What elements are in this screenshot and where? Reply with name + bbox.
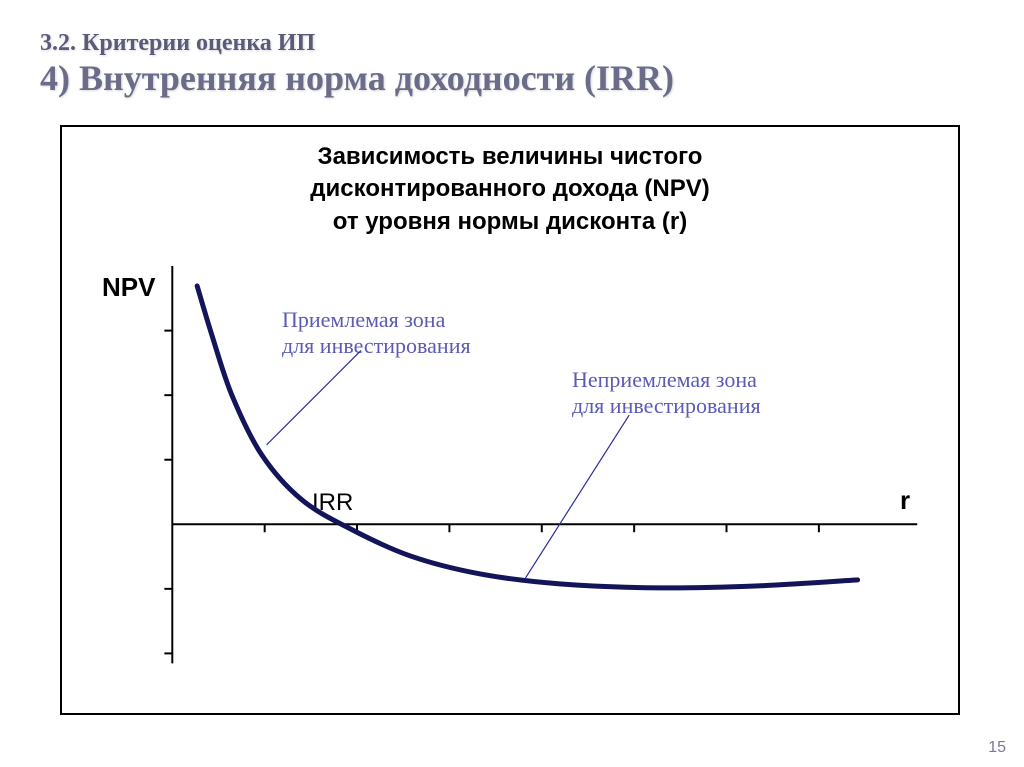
slide: 3.2. Критерии оценка ИП 4) Внутренняя но…	[0, 0, 1024, 767]
page-number: 15	[988, 739, 1006, 757]
chart-container: Зависимость величины чистого дисконтиров…	[60, 125, 960, 715]
axes	[164, 266, 917, 663]
slide-heading: 3.2. Критерии оценка ИП 4) Внутренняя но…	[40, 30, 984, 99]
chart-svg	[62, 127, 958, 713]
npv-curve	[197, 286, 857, 588]
heading-line1: 3.2. Критерии оценка ИП	[40, 30, 984, 57]
leader-lines	[267, 350, 630, 578]
heading-line2: 4) Внутренняя норма доходности (IRR)	[40, 57, 984, 99]
